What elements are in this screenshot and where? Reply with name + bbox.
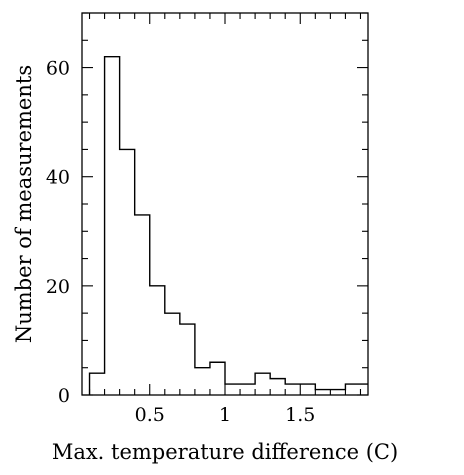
histogram-bin	[165, 313, 180, 395]
x-tick-labels: 0.5 1 1.5	[135, 404, 316, 426]
histogram-bin	[150, 286, 165, 395]
histogram-bin	[135, 215, 150, 395]
histogram-bin	[195, 368, 210, 395]
histogram-bin	[330, 390, 345, 395]
histogram-bin	[210, 362, 225, 395]
y-tick-label: 60	[46, 58, 70, 80]
axis-ticks	[82, 12, 368, 396]
y-axis-label: Number of measurements	[12, 65, 36, 343]
histogram-bin	[180, 324, 195, 395]
histogram-bin	[225, 384, 240, 395]
histogram-bin	[315, 390, 330, 395]
y-tick-label: 40	[46, 167, 70, 189]
histogram-bin	[255, 373, 270, 395]
plot-frame	[81, 12, 369, 396]
x-axis-label: Max. temperature difference (C)	[52, 440, 398, 464]
histogram-bin	[345, 384, 360, 395]
y-tick-label: 0	[58, 385, 70, 407]
histogram-bin	[120, 149, 135, 395]
histogram-bin	[285, 384, 300, 395]
histogram-bin	[300, 384, 315, 395]
x-tick-label: 1.5	[285, 404, 315, 426]
histogram-outline	[88, 55, 368, 395]
histogram-bin	[240, 384, 255, 395]
x-tick-label: 1	[219, 404, 231, 426]
histogram-bin	[90, 373, 105, 395]
y-tick-label: 20	[46, 276, 70, 298]
histogram-bin	[270, 379, 285, 395]
y-tick-labels: 0 20 40 60	[46, 58, 70, 407]
histogram-bin	[360, 384, 368, 395]
histogram-bins	[90, 57, 368, 395]
histogram-bin	[105, 57, 120, 395]
x-tick-label: 0.5	[135, 404, 165, 426]
